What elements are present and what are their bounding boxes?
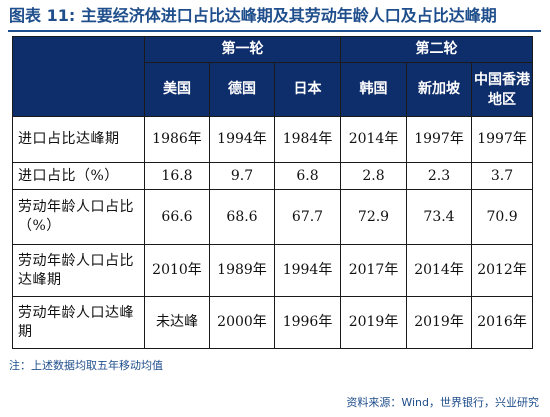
table-cell: 1997年 [406,116,473,163]
table-cell: 2019年 [406,296,473,349]
table-cell: 2019年 [340,296,408,349]
column-header-germany: 德国 [209,62,275,117]
table-cell: 2.3 [406,162,473,190]
table-cell: 2000年 [209,296,275,349]
table-cell: 2010年 [144,244,210,297]
row-label: 劳动年龄人口占比（%） [12,189,145,245]
table-cell: 未达峰 [144,296,210,349]
table-cell: 3.7 [471,162,534,190]
table-cell: 2014年 [406,244,473,297]
column-header-japan: 日本 [273,62,342,117]
table-cell: 1997年 [471,116,534,163]
data-table: 第一轮 第二轮 美国 德国 日本 韩国 新加坡 中国香港地区 进口占比达峰期 1… [12,36,534,349]
table-cell: 67.7 [273,189,342,245]
table-cell: 1989年 [209,244,275,297]
table-cell: 6.8 [273,162,342,190]
table-row: 劳动年龄人口达峰期 未达峰 2000年 1996年 2019年 2019年 20… [12,296,534,349]
header-corner [12,36,145,117]
group-header-round-1: 第一轮 [143,36,342,63]
table-cell: 9.7 [209,162,275,190]
table-cell: 2017年 [340,244,408,297]
table-row: 进口占比达峰期 1986年 1994年 1984年 2014年 1997年 19… [12,116,534,163]
table-cell: 2.8 [340,162,408,190]
source-citation: 资料来源：Wind，世界银行，兴业研究 [346,396,539,409]
group-header-round-2: 第二轮 [340,36,534,63]
table-cell: 1994年 [273,244,342,297]
row-label: 劳动年龄人口达峰期 [12,296,145,349]
table-row: 劳动年龄人口占比（%） 66.6 68.6 67.7 72.9 73.4 70.… [12,189,534,245]
table-row: 进口占比（%） 16.8 9.7 6.8 2.8 2.3 3.7 [12,162,534,190]
table-cell: 2016年 [471,296,534,349]
table-cell: 73.4 [406,189,473,245]
table-cell: 1984年 [273,116,342,163]
column-header-usa: 美国 [144,62,210,117]
column-header-korea: 韩国 [340,62,408,117]
table-cell: 2012年 [471,244,534,297]
row-label: 进口占比达峰期 [12,116,145,163]
row-label: 劳动年龄人口占比达峰期 [12,244,145,297]
table-cell: 1986年 [144,116,210,163]
table-cell: 16.8 [144,162,210,190]
table-cell: 68.6 [209,189,275,245]
page-title: 图表 11: 主要经济体进口占比达峰期及其劳动年龄人口及占比达峰期 [9,6,497,25]
title-divider [8,30,541,32]
table-cell: 72.9 [340,189,408,245]
table-cell: 70.9 [471,189,534,245]
column-header-singapore: 新加坡 [406,62,473,117]
table-row: 劳动年龄人口占比达峰期 2010年 1989年 1994年 2017年 2014… [12,244,534,297]
table-cell: 66.6 [144,189,210,245]
table-cell: 2014年 [340,116,408,163]
table-cell: 1996年 [273,296,342,349]
table-cell: 1994年 [209,116,275,163]
column-header-hong-kong: 中国香港地区 [471,62,534,117]
row-label: 进口占比（%） [12,162,145,190]
table-footnote: 注：上述数据均取五年移动均值 [9,359,163,372]
